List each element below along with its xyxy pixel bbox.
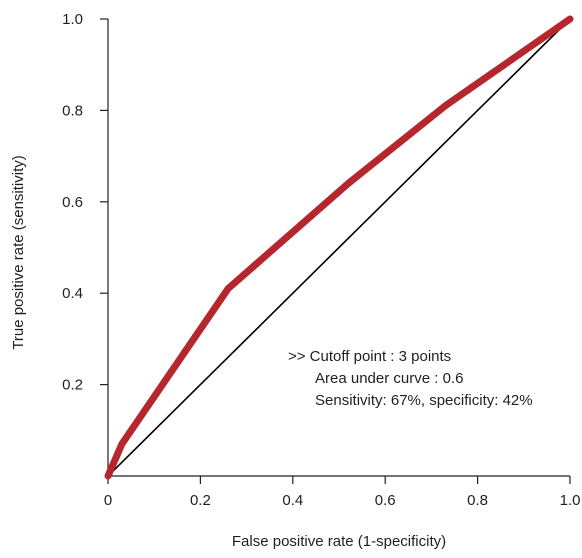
roc-curve-line: [104, 15, 574, 480]
y-tick-label: 0.4: [62, 285, 83, 302]
reference-diagonal-line: [107, 18, 571, 477]
annotation-sensitivity-specificity: Sensitivity: 67%, specificity: 42%: [315, 392, 533, 409]
ticks: 0 0.2 0.4 0.6 0.8 1.0 0.2 0.4 0.6 0.8 1.0: [62, 11, 580, 509]
y-axis-title: True positive rate (sensitivity): [10, 155, 27, 350]
annotation-cutoff: >> Cutoff point : 3 points: [288, 348, 451, 365]
y-tick-label: 1.0: [62, 11, 83, 28]
labels: False positive rate (1-specificity) True…: [10, 155, 446, 550]
y-tick-label: 0.6: [62, 194, 83, 211]
x-tick-label: 1.0: [560, 492, 581, 509]
axes: [107, 19, 570, 477]
x-axis-title: False positive rate (1-specificity): [232, 533, 446, 550]
y-tick-label: 0.2: [62, 377, 83, 394]
x-tick-label: 0: [104, 492, 112, 509]
series: [104, 15, 574, 480]
x-tick-label: 0.6: [375, 492, 396, 509]
annotation-auc: Area under curve : 0.6: [315, 370, 463, 387]
annotation-box: >> Cutoff point : 3 points Area under cu…: [288, 348, 533, 409]
x-tick-label: 0.8: [467, 492, 488, 509]
x-tick-label: 0.2: [190, 492, 211, 509]
x-tick-label: 0.4: [282, 492, 303, 509]
y-tick-label: 0.8: [62, 102, 83, 119]
